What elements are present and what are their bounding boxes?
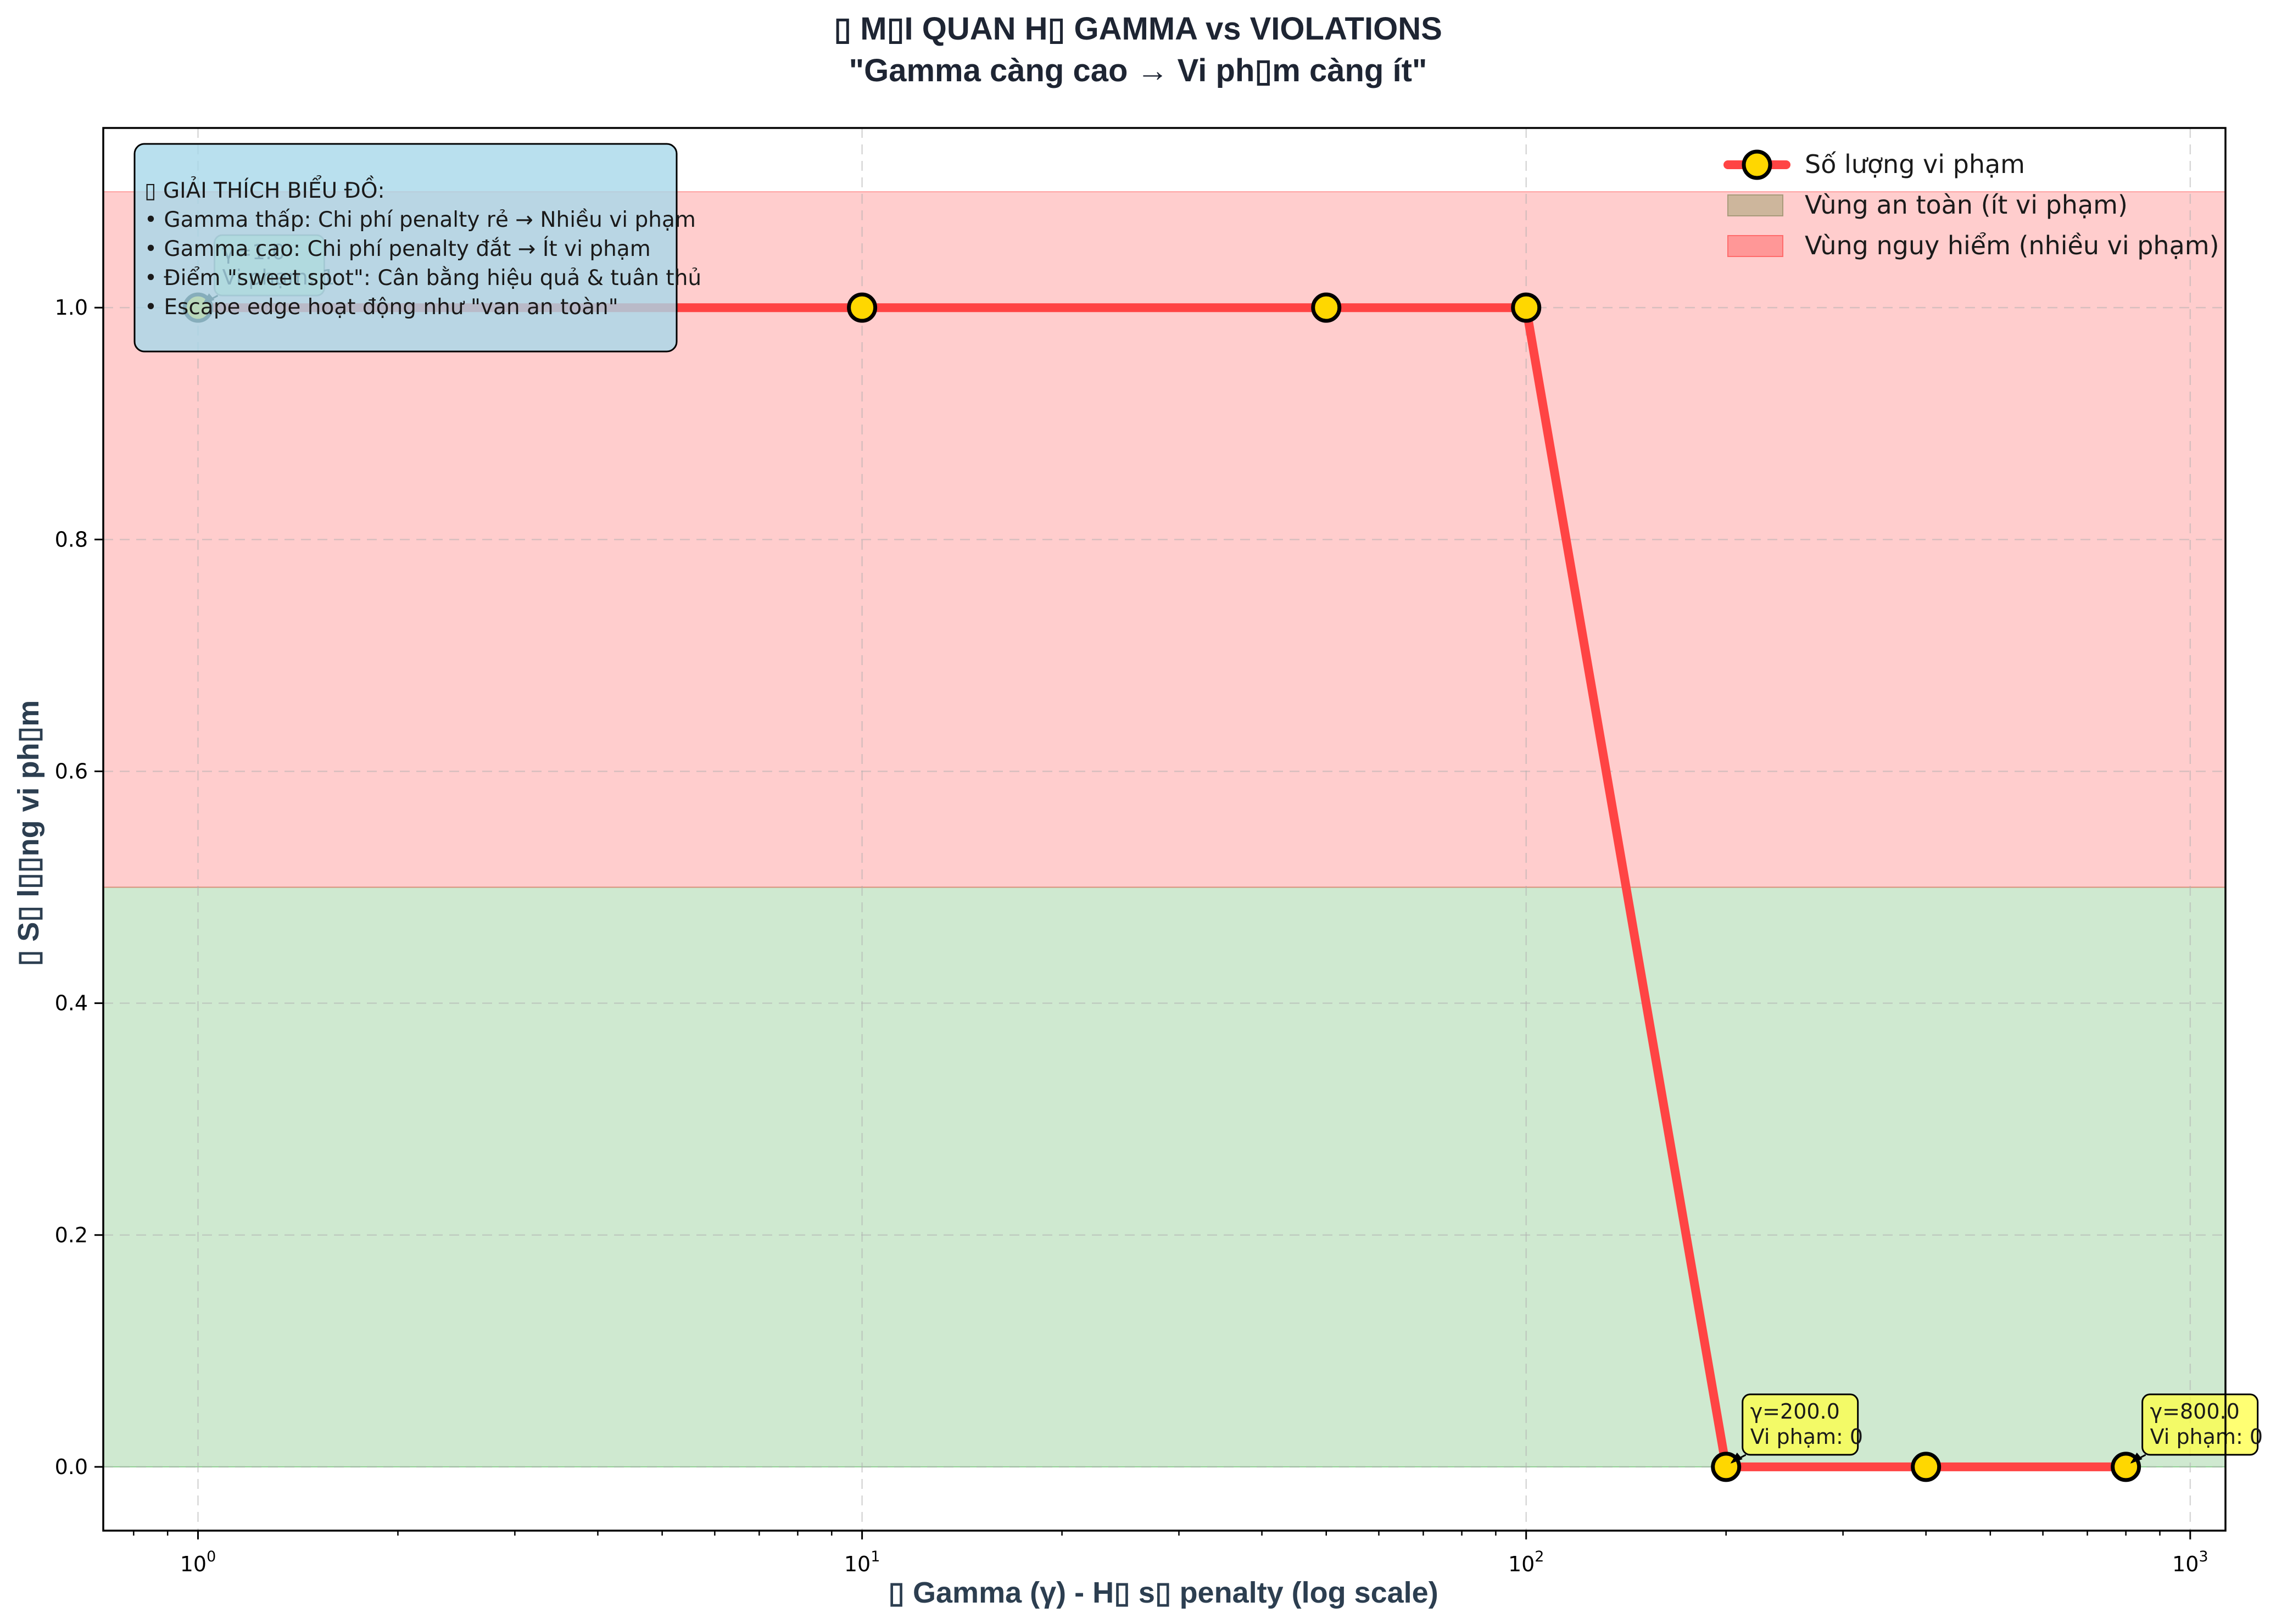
annotation-arrowhead — [1730, 1452, 1743, 1464]
legend-label-band: Vùng an toàn (ít vi phạm) — [1805, 190, 2128, 220]
y-tick-label: 0.4 — [55, 991, 88, 1015]
legend-label-band: Vùng nguy hiểm (nhiều vi phạm) — [1805, 231, 2219, 260]
annotation: γ=800.0Vi phạm: 0 — [2130, 1393, 2263, 1464]
y-tick-label: 0.8 — [55, 527, 88, 551]
legend: Số lượng vi phạm Vùng an toàn (ít vi phạm… — [1723, 149, 2219, 260]
x-tick-label: 102 — [1508, 1548, 1544, 1576]
info-box-line: • Gamma thấp: Chi phí penalty rẻ → Nhiều… — [144, 208, 696, 232]
x-tick-label: 100 — [180, 1548, 216, 1576]
annotation-text: Vi phạm: 0 — [1750, 1425, 1863, 1449]
data-point — [1911, 1452, 1942, 1482]
info-box-line: • Điểm "sweet spot": Cân bằng hiệu quả &… — [144, 266, 701, 291]
info-box-bg — [133, 143, 678, 353]
y-tick-label: 0.6 — [55, 759, 88, 783]
y-axis-label: ▯ S▯ l▯▯ng vi ph▯m — [12, 700, 45, 967]
y-tick-label: 1.0 — [55, 295, 88, 320]
legend-band-swatch — [1727, 194, 1783, 216]
legend-band-swatch — [1727, 235, 1783, 257]
chart-title-line1: ▯ M▯I QUAN H▯ GAMMA vs VIOLATIONS — [834, 11, 1442, 47]
plot-frame — [102, 127, 2227, 1532]
annotation-box — [2141, 1393, 2259, 1456]
legend-marker-swatch — [1742, 149, 1772, 180]
chart-title-line2: "Gamma càng cao → Vi ph▯m càng ít" — [849, 53, 1427, 88]
annotation-arrowhead — [2130, 1452, 2143, 1464]
annotation-box — [1742, 1393, 1859, 1456]
annotation-text: Vi phạm: 0 — [2150, 1425, 2263, 1449]
y-tick-label: 0.0 — [55, 1455, 88, 1479]
x-tick-label: 101 — [844, 1548, 880, 1576]
info-box: ▯ GIẢI THÍCH BIỂU ĐỒ: • Gamma thấp: Chi p… — [133, 143, 701, 353]
x-axis-label: ▯ Gamma (γ) - H▯ s▯ penalty (log scale) — [888, 1576, 1438, 1609]
data-point — [1311, 292, 1342, 323]
legend-label-series: Số lượng vi phạm — [1805, 149, 2025, 179]
annotation-text: γ=200.0 — [1750, 1399, 1840, 1424]
y-tick-label: 0.2 — [55, 1223, 88, 1247]
info-box-line: ▯ GIẢI THÍCH BIỂU ĐỒ: — [144, 175, 385, 203]
band-safe — [103, 887, 2225, 1467]
data-point — [1511, 292, 1542, 323]
annotation: γ=200.0Vi phạm: 0 — [1730, 1393, 1863, 1464]
data-point — [847, 292, 878, 323]
info-box-line: • Gamma cao: Chi phí penalty đắt → Ít vi… — [144, 236, 651, 261]
info-box-line: • Escape edge hoạt động như "van an toàn… — [144, 295, 618, 320]
x-tick-label: 103 — [2172, 1548, 2208, 1576]
